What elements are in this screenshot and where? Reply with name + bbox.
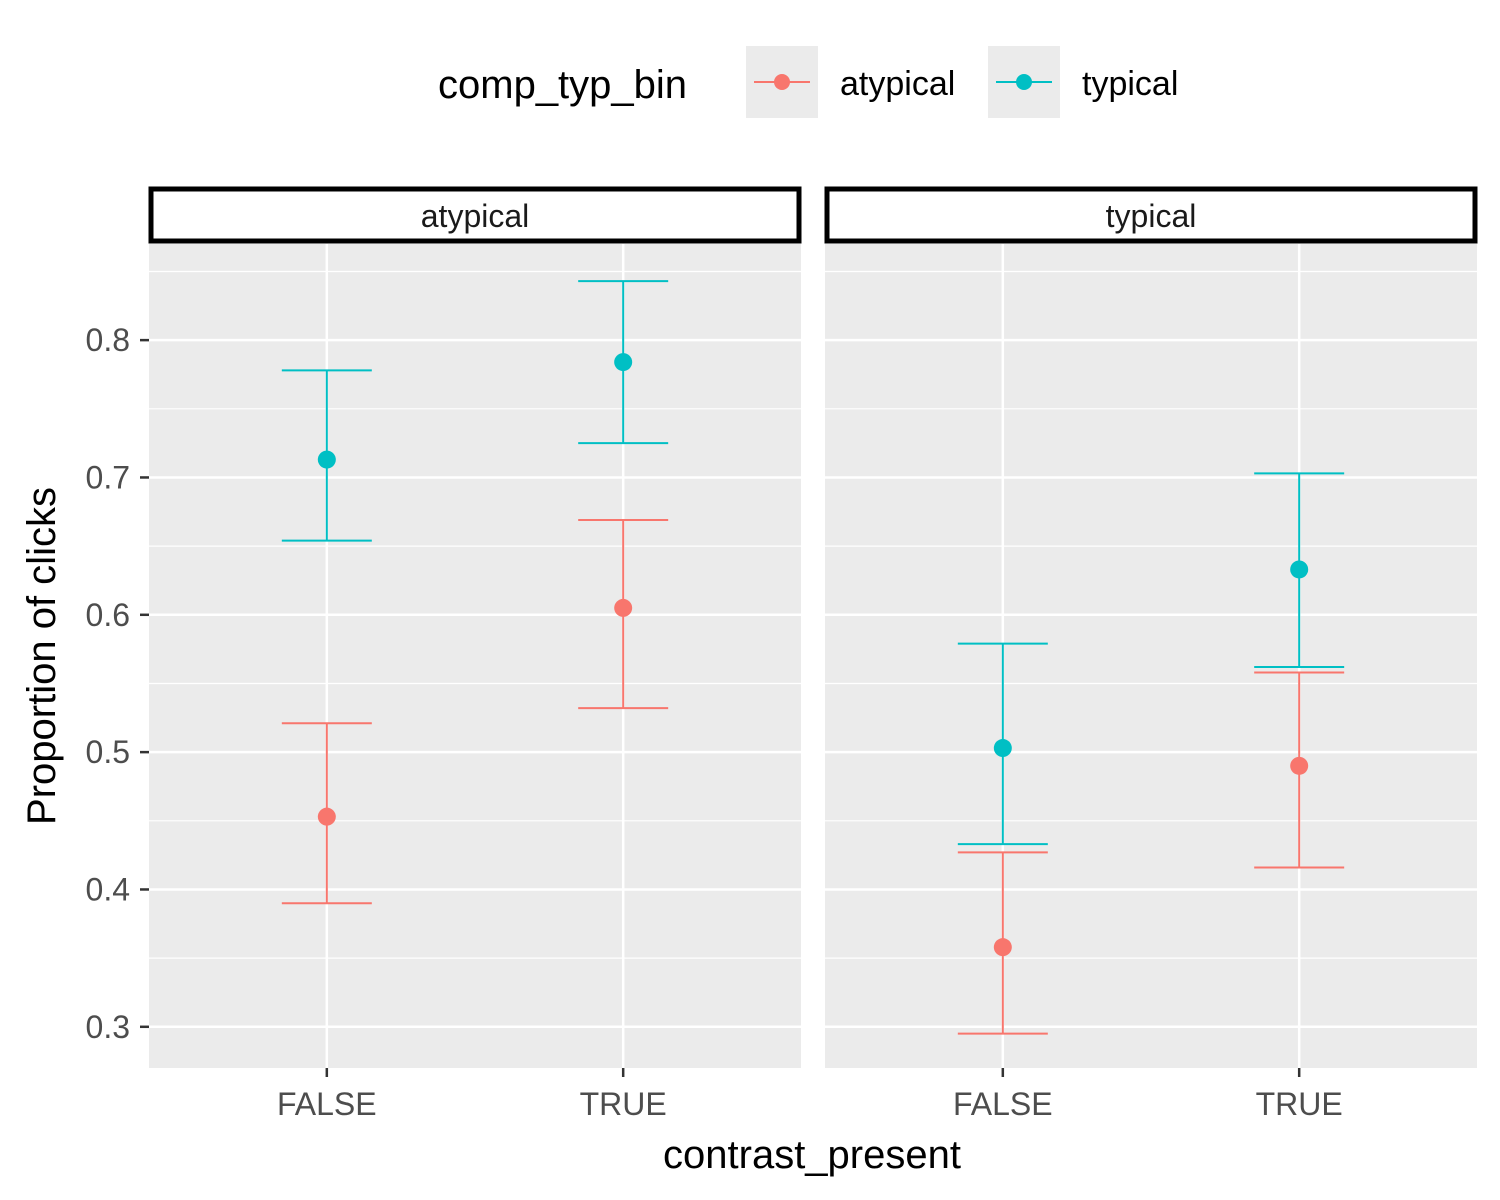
y-tick-label: 0.7 bbox=[86, 459, 130, 495]
data-point bbox=[614, 598, 633, 617]
y-tick-label: 0.6 bbox=[86, 597, 130, 633]
legend-title: comp_typ_bin bbox=[438, 63, 687, 107]
facet-strip bbox=[148, 186, 802, 244]
data-point bbox=[1290, 756, 1309, 775]
facet-strip-label: atypical bbox=[421, 198, 530, 234]
x-tick-label: FALSE bbox=[277, 1086, 377, 1122]
y-tick-label: 0.3 bbox=[86, 1009, 130, 1045]
legend: comp_typ_bin atypical typical bbox=[438, 46, 1178, 118]
y-tick-label: 0.8 bbox=[86, 322, 130, 358]
data-point bbox=[993, 739, 1012, 758]
legend-label-typical: typical bbox=[1082, 65, 1178, 103]
data-point bbox=[317, 807, 336, 826]
data-point bbox=[993, 938, 1012, 957]
y-axis: 0.3 0.4 0.5 0.6 0.7 0.8 bbox=[86, 322, 149, 1045]
series-typical bbox=[957, 472, 1345, 846]
facet-strip-label: typical bbox=[1106, 198, 1197, 234]
y-tick-label: 0.4 bbox=[86, 871, 130, 907]
series-atypical bbox=[957, 671, 1345, 1035]
series-typical bbox=[281, 280, 669, 542]
x-tick-label: TRUE bbox=[1256, 1086, 1343, 1122]
data-point bbox=[317, 450, 336, 469]
data-point bbox=[614, 353, 633, 372]
facet-strip bbox=[824, 186, 1478, 244]
series-atypical bbox=[281, 519, 669, 905]
legend-key-typical bbox=[988, 46, 1060, 118]
panel-atypical: FALSE TRUE atypical bbox=[148, 186, 802, 1122]
panel-background bbox=[149, 244, 801, 1068]
y-axis-title: Proportion of clicks bbox=[20, 487, 64, 825]
legend-label-atypical: atypical bbox=[840, 65, 955, 103]
legend-key-atypical bbox=[746, 46, 818, 118]
data-point bbox=[1290, 560, 1309, 579]
x-tick-label: FALSE bbox=[953, 1086, 1053, 1122]
panel-background bbox=[825, 244, 1477, 1068]
y-tick-label: 0.5 bbox=[86, 734, 130, 770]
panel-typical: FALSE TRUE typical bbox=[824, 186, 1478, 1122]
x-axis-title: contrast_present bbox=[663, 1133, 961, 1177]
x-tick-label: TRUE bbox=[580, 1086, 667, 1122]
